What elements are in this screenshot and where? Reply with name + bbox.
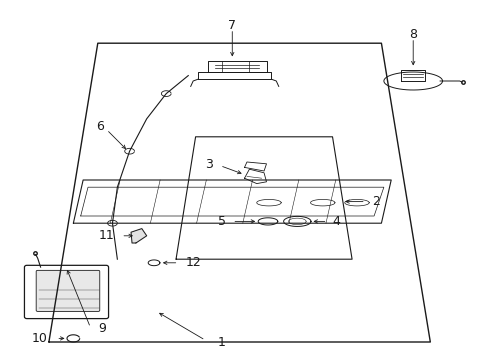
- Text: 6: 6: [96, 120, 104, 132]
- Text: 2: 2: [372, 195, 380, 208]
- Polygon shape: [131, 229, 146, 243]
- Text: 5: 5: [218, 215, 225, 228]
- Text: 3: 3: [204, 158, 212, 171]
- Text: 12: 12: [185, 256, 201, 269]
- Text: 10: 10: [32, 332, 47, 345]
- Text: 1: 1: [217, 336, 225, 349]
- FancyBboxPatch shape: [36, 270, 100, 311]
- Text: 9: 9: [98, 322, 105, 335]
- Text: 8: 8: [408, 28, 416, 41]
- Text: 11: 11: [99, 229, 115, 242]
- Text: 4: 4: [332, 215, 340, 228]
- Text: 7: 7: [228, 19, 236, 32]
